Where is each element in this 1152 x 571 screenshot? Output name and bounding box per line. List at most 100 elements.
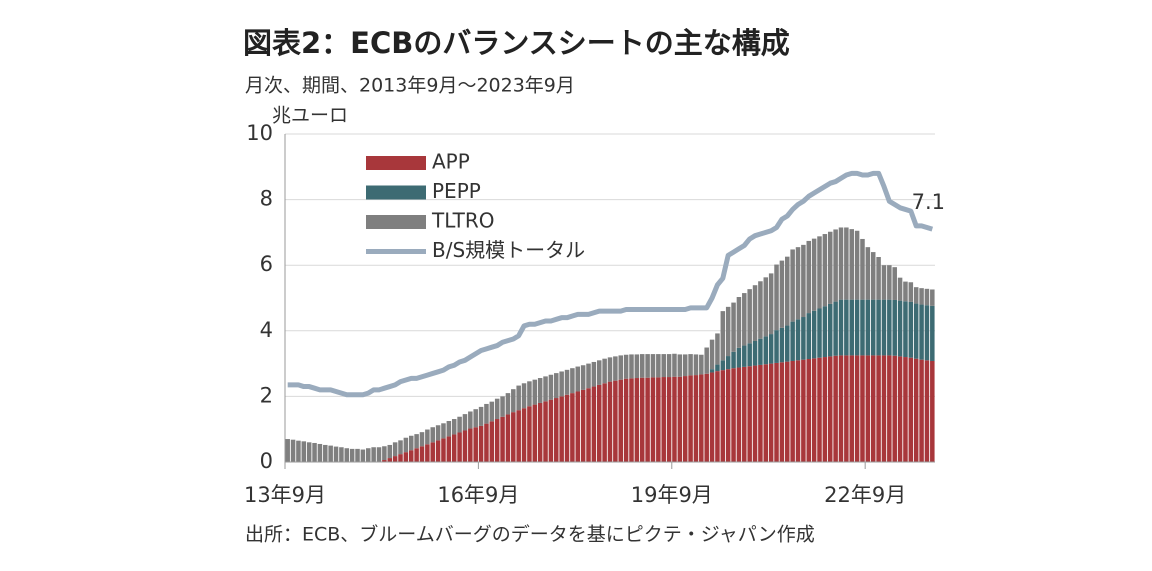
bar-segment — [591, 386, 597, 462]
bar-segment — [682, 354, 688, 377]
bar-segment — [849, 299, 854, 356]
bar-segment — [870, 299, 876, 356]
bar-segment — [398, 454, 403, 462]
bar-segment — [790, 249, 795, 322]
bar-segment — [425, 429, 430, 445]
bar-segment — [785, 325, 790, 362]
y-tick-label: 4 — [260, 318, 273, 342]
bar-segment — [419, 446, 425, 462]
bar-segment — [838, 227, 844, 300]
bar-segment — [849, 229, 854, 300]
bar-segment — [731, 368, 736, 462]
bar-segment — [715, 364, 720, 372]
bar-segment — [532, 379, 538, 405]
bar-segment — [688, 375, 693, 462]
bar-segment — [618, 355, 623, 380]
bar-segment — [822, 357, 828, 462]
bar-segment — [924, 288, 930, 306]
bar-segment — [720, 360, 726, 371]
bar-segment — [306, 442, 312, 462]
bar-segment — [752, 365, 758, 462]
bar-segment — [693, 375, 699, 462]
bar-segment — [473, 409, 478, 428]
bar-segment — [623, 354, 629, 379]
bar-segment — [854, 355, 860, 462]
bar-segment — [709, 369, 715, 373]
bar-segment — [682, 376, 688, 462]
bar-segment — [468, 411, 473, 429]
bar-segment — [827, 356, 833, 462]
legend-label: TLTRO — [431, 209, 494, 233]
bar-segment — [870, 252, 876, 300]
bar-segment — [725, 356, 731, 370]
bar-segment — [731, 351, 736, 369]
bar-segment — [709, 339, 715, 370]
bar-segment — [285, 439, 290, 462]
bar-segment — [339, 447, 344, 462]
bar-segment — [537, 378, 543, 403]
bar-segment — [817, 236, 822, 309]
y-tick-label: 2 — [260, 383, 273, 407]
bar-segment — [806, 313, 812, 360]
bar-segment — [838, 299, 844, 356]
bar-segment — [919, 288, 924, 305]
bar-segment — [672, 353, 677, 377]
bar-segment — [903, 301, 908, 358]
bar-segment — [736, 297, 742, 348]
y-axis-label: 兆ユーロ — [272, 105, 348, 127]
bar-segment — [827, 303, 833, 357]
bar-segment — [564, 394, 570, 462]
bar-segment — [516, 410, 521, 462]
bar-segment — [677, 354, 683, 377]
bar-segment — [774, 362, 779, 462]
legend-swatch — [366, 185, 426, 200]
bar-segment — [639, 377, 645, 462]
bar-segment — [715, 371, 720, 462]
bar-segment — [870, 355, 876, 462]
bar-segment — [779, 362, 785, 462]
bar-segment — [822, 306, 828, 358]
bar-segment — [838, 355, 844, 462]
bar-segment — [913, 287, 919, 304]
bar-segment — [505, 414, 511, 462]
bar-segment — [677, 376, 683, 462]
y-tick-label: 8 — [260, 187, 273, 211]
bar-segment — [908, 282, 914, 302]
bar-segment — [790, 321, 795, 361]
bar-segment — [693, 354, 699, 376]
bar-segment — [768, 363, 774, 462]
bar-segment — [661, 354, 666, 378]
bar-segment — [833, 355, 838, 462]
bar-segment — [897, 277, 903, 301]
bar-segment — [720, 311, 726, 361]
bar-segment — [817, 357, 822, 462]
bar-segment — [650, 377, 656, 462]
bar-segment — [564, 369, 570, 395]
bar-segment — [392, 456, 398, 462]
bar-segment — [478, 406, 484, 426]
bar-segment — [430, 427, 435, 443]
bar-segment — [575, 366, 581, 392]
bar-segment — [554, 373, 559, 399]
bar-segment — [865, 247, 871, 300]
bar-segment — [366, 448, 371, 462]
bar-segment — [709, 372, 715, 462]
bar-segment — [392, 442, 398, 457]
x-tick-label: 16年9月 — [437, 483, 519, 507]
bar-segment — [785, 361, 790, 462]
bar-segment — [629, 378, 634, 462]
bar-segment — [876, 257, 881, 300]
bar-segment — [607, 381, 613, 462]
bar-segment — [618, 379, 623, 462]
bar-segment — [876, 355, 881, 462]
bar-segment — [650, 354, 656, 378]
bar-segment — [355, 448, 360, 462]
legend-label: B/S規模トータル — [432, 238, 585, 262]
bar-segment — [747, 343, 752, 367]
bar-segment — [881, 299, 887, 356]
bar-segment — [924, 305, 930, 361]
bar-segment — [414, 434, 419, 449]
bar-segment — [543, 401, 548, 462]
bar-segment — [382, 446, 387, 461]
